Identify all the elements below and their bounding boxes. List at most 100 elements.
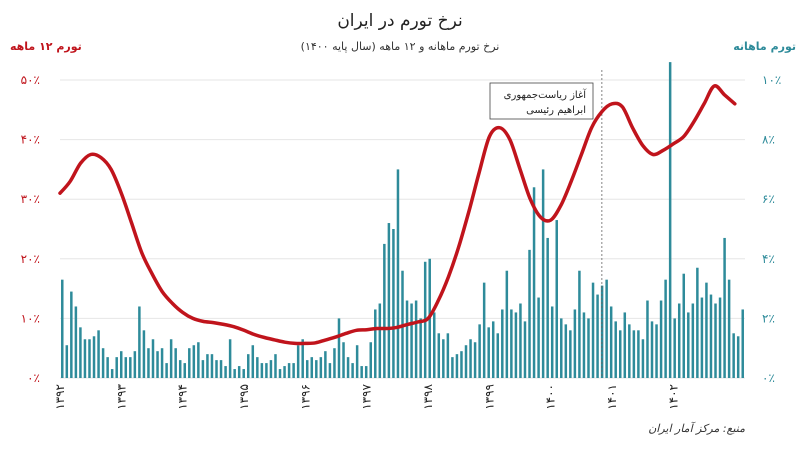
left-axis-title: تورم ۱۲ ماهه <box>10 40 82 53</box>
bar-mark <box>541 169 545 378</box>
bar-mark <box>519 303 522 378</box>
source-note: منبع: مرکز آمار ایران <box>648 421 745 435</box>
bar-mark <box>528 249 531 378</box>
bar-mark <box>337 318 341 378</box>
x-tick-label: ۱۳۹۹ <box>482 384 496 410</box>
bar-mark <box>578 270 581 378</box>
x-tick-label: ۱۳۹۷ <box>360 383 374 409</box>
x-tick-label: ۱۳۹۳ <box>114 383 128 409</box>
bar-mark <box>256 357 259 378</box>
bar-mark <box>283 366 286 378</box>
left-tick-label: ۲۰٪ <box>21 252 40 266</box>
bar-mark <box>183 363 186 378</box>
x-tick-label: ۱۳۹۶ <box>298 384 312 410</box>
bar-mark <box>74 306 78 378</box>
bar-mark <box>573 309 577 378</box>
bar-mark <box>237 366 241 378</box>
bar-mark <box>65 345 69 378</box>
bar-mark <box>650 321 654 378</box>
bar-mark <box>70 291 73 378</box>
bar-mark <box>392 229 395 378</box>
bar-mark <box>97 330 100 378</box>
bar-mark <box>319 357 323 378</box>
annotation-box: آغاز ریاست‌جمهوری ابراهیم رئیسی <box>489 82 594 120</box>
annotation-line2: ابراهیم رئیسی <box>526 105 586 116</box>
bar-mark <box>215 360 218 378</box>
bar-mark <box>228 339 232 378</box>
bar-mark <box>414 300 418 378</box>
bar-mark <box>387 223 391 378</box>
bar-mark <box>555 220 558 378</box>
right-tick-label: ۸٪ <box>762 133 775 147</box>
bar-mark <box>206 354 209 378</box>
right-tick-label: ۴٪ <box>762 252 775 266</box>
bar-mark <box>147 348 150 378</box>
bar-mark <box>673 318 676 378</box>
bar-mark <box>129 357 132 378</box>
bar-mark <box>247 354 250 378</box>
bar-mark <box>79 327 82 378</box>
x-tick-label: ۱۴۰۲ <box>666 384 680 410</box>
bar-mark <box>587 318 590 378</box>
bar-mark <box>469 339 472 378</box>
x-tick-label: ۱۳۹۴ <box>176 384 190 410</box>
bar-mark <box>269 360 273 378</box>
bar-mark <box>496 333 500 378</box>
bar-mark <box>433 312 436 378</box>
bar-mark <box>591 282 595 378</box>
bar-mark <box>260 363 264 378</box>
bar-mark <box>374 309 377 378</box>
bar-mark <box>637 330 640 378</box>
bar-mark <box>446 333 450 378</box>
bar-mark <box>682 273 686 378</box>
bar-mark <box>233 369 236 378</box>
bar-mark <box>61 279 64 378</box>
bar-mark <box>451 357 454 378</box>
bar-mark <box>691 303 695 378</box>
bar-mark <box>514 312 518 378</box>
bar-mark <box>505 270 509 378</box>
monthly-inflation-bars <box>61 62 744 379</box>
right-tick-label: ۲٪ <box>762 311 775 325</box>
bar-mark <box>464 345 468 378</box>
bar-mark <box>210 354 214 378</box>
bar-mark <box>119 351 123 378</box>
bar-mark <box>369 342 372 378</box>
bar-mark <box>614 321 617 378</box>
bar-mark <box>151 339 155 378</box>
bar-mark <box>646 300 649 378</box>
bar-mark <box>383 243 386 378</box>
bar-mark <box>560 318 563 378</box>
annual-inflation-line <box>58 84 737 346</box>
bar-mark <box>623 312 627 378</box>
bar-mark <box>523 321 527 378</box>
bar-mark <box>278 369 282 378</box>
x-tick-label: ۱۳۹۵ <box>237 384 251 410</box>
bar-mark <box>201 360 205 378</box>
bar-mark <box>378 303 382 378</box>
bar-mark <box>115 357 118 378</box>
left-tick-label: ۵۰٪ <box>21 73 40 87</box>
bar-mark <box>346 357 350 378</box>
bar-mark <box>664 279 667 378</box>
bar-mark <box>224 366 227 378</box>
x-tick-label: ۱۳۹۸ <box>421 383 435 409</box>
bar-mark <box>169 339 173 378</box>
bar-mark <box>192 345 196 378</box>
bar-mark <box>138 306 141 378</box>
bar-mark <box>546 237 549 378</box>
bar-mark <box>396 169 400 378</box>
bar-mark <box>106 357 109 378</box>
bar-mark <box>265 363 268 378</box>
bar-mark <box>641 339 645 378</box>
bar-mark <box>736 336 740 378</box>
bar-mark <box>632 330 636 378</box>
bar-mark <box>101 348 105 378</box>
bar-mark <box>532 187 536 378</box>
bar-mark <box>718 297 722 378</box>
bar-mark <box>360 366 363 378</box>
bar-mark <box>605 279 608 378</box>
bar-mark <box>328 363 332 378</box>
bar-mark <box>110 369 114 378</box>
bar-mark <box>188 348 191 378</box>
